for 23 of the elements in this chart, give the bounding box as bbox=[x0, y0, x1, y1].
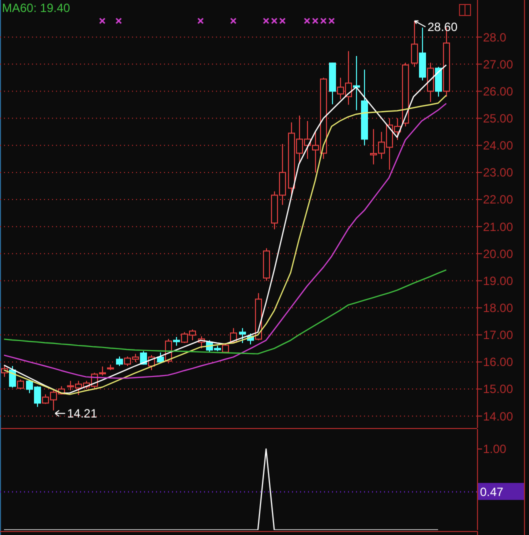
ref-line-label: 0.47 bbox=[480, 485, 504, 500]
text: 1.00 bbox=[483, 442, 507, 456]
y-tick-label: 22.00 bbox=[483, 192, 514, 207]
y-tick-label: 17.00 bbox=[483, 328, 514, 342]
y-tick-label: 16.00 bbox=[483, 355, 514, 370]
y-tick-label: 21.00 bbox=[483, 220, 514, 234]
y-tick-label: 23.00 bbox=[483, 166, 514, 180]
y-tick-label: 20.00 bbox=[483, 246, 514, 261]
candlestick bbox=[411, 20, 418, 68]
y-tick-label: 26.00 bbox=[483, 84, 514, 98]
y-tick-label: 14.00 bbox=[483, 409, 514, 424]
annotation: MA60: 19.40 bbox=[2, 1, 70, 15]
y-tick-label: 19.00 bbox=[483, 274, 514, 288]
annotation: 14.21 bbox=[67, 406, 98, 421]
y-tick-label: 25.00 bbox=[483, 112, 514, 126]
annotation: 28.60 bbox=[428, 20, 458, 34]
y-tick-label: 15.00 bbox=[483, 382, 514, 396]
y-tick-label: 28.0 bbox=[483, 30, 507, 44]
y-tick-label: 24.00 bbox=[483, 138, 514, 153]
y-tick-label: 18.00 bbox=[483, 301, 514, 316]
candlestick bbox=[361, 69, 368, 146]
y-tick-label: 27.00 bbox=[483, 57, 514, 72]
candlestick bbox=[419, 27, 426, 81]
